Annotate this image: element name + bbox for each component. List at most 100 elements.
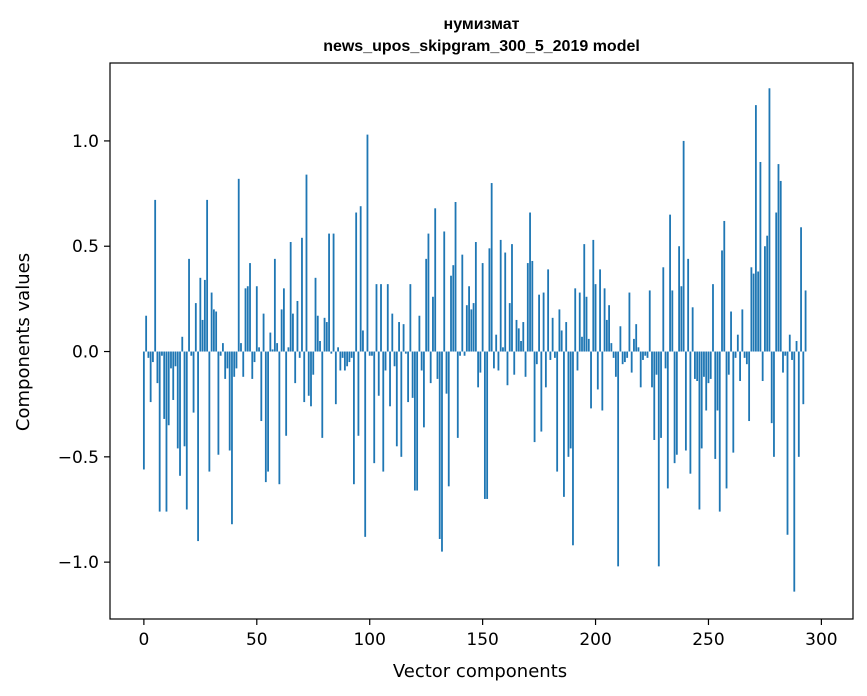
bar [219, 351, 222, 356]
bar [782, 351, 784, 373]
bar [170, 351, 172, 369]
bar [147, 351, 150, 358]
bar [581, 336, 583, 352]
bar [255, 286, 258, 352]
bar [538, 294, 540, 352]
bar [307, 351, 310, 396]
x-tick-label: 200 [579, 630, 611, 650]
bar [603, 288, 606, 352]
bar [377, 351, 380, 396]
bar [384, 351, 387, 371]
bar [470, 309, 473, 352]
bar [305, 174, 308, 352]
bar [754, 105, 757, 352]
bar [285, 351, 288, 436]
y-tick-label: 0.5 [72, 237, 99, 257]
bar [773, 351, 775, 457]
bar [684, 351, 687, 451]
bar [567, 351, 570, 457]
bar [382, 351, 385, 472]
bar [167, 351, 170, 426]
bar [614, 351, 617, 377]
bar [644, 351, 647, 356]
bar [678, 246, 681, 352]
bar [210, 292, 213, 352]
bar [337, 347, 339, 352]
bar [565, 322, 568, 352]
bar [698, 351, 701, 510]
bar [727, 351, 730, 375]
bar [752, 273, 755, 352]
bar [165, 351, 168, 512]
bar [551, 317, 554, 352]
bar [669, 214, 671, 352]
bar [574, 288, 577, 352]
bar [314, 277, 317, 352]
bar [373, 351, 376, 464]
bar [617, 351, 620, 567]
bar [714, 351, 717, 459]
bar [156, 351, 159, 384]
bar [332, 233, 335, 352]
bar [253, 351, 256, 363]
bar [188, 258, 190, 352]
bar [671, 290, 674, 352]
y-tick-label: 1.0 [72, 132, 99, 152]
bar [172, 351, 175, 400]
bar [700, 351, 703, 449]
bar [646, 351, 649, 358]
bar [736, 334, 739, 352]
bar [691, 307, 694, 352]
bar [400, 351, 403, 457]
bar [429, 351, 432, 384]
bar [472, 303, 475, 352]
bar [610, 343, 613, 352]
bar [804, 290, 807, 352]
bar [515, 319, 518, 352]
bar [244, 288, 247, 352]
bar [741, 309, 744, 352]
bar [450, 275, 452, 352]
bar [725, 351, 728, 489]
bar [323, 317, 326, 352]
bar [770, 351, 773, 424]
bar [723, 220, 726, 352]
bar [479, 351, 482, 373]
bar [703, 351, 705, 377]
bar [508, 303, 511, 352]
bar [312, 351, 315, 375]
bar [633, 338, 635, 352]
bar [642, 351, 644, 360]
bar [334, 351, 337, 405]
bar [183, 351, 186, 447]
bar [258, 347, 260, 352]
bar [454, 202, 457, 352]
bar [456, 351, 459, 438]
bar [739, 351, 741, 382]
bar [271, 349, 274, 352]
bar [481, 263, 484, 352]
bar [208, 351, 211, 472]
bar [540, 351, 543, 432]
bar [624, 351, 626, 363]
bar [673, 351, 676, 464]
bar [402, 324, 405, 352]
bar [802, 351, 805, 405]
bar [235, 351, 238, 369]
bar [666, 351, 669, 489]
bar [517, 328, 520, 352]
chart-title-line: news_upos_skipgram_300_5_2019 model [323, 38, 640, 55]
bar [262, 313, 265, 352]
bar [158, 351, 161, 512]
bar [743, 351, 746, 358]
bar [619, 326, 622, 352]
bar [716, 351, 719, 411]
bar [707, 351, 710, 384]
bar [325, 322, 328, 352]
bar [766, 235, 769, 352]
bar [784, 351, 787, 356]
bar [558, 309, 561, 352]
bar [745, 351, 748, 365]
bar [353, 351, 355, 485]
bar [246, 286, 249, 352]
